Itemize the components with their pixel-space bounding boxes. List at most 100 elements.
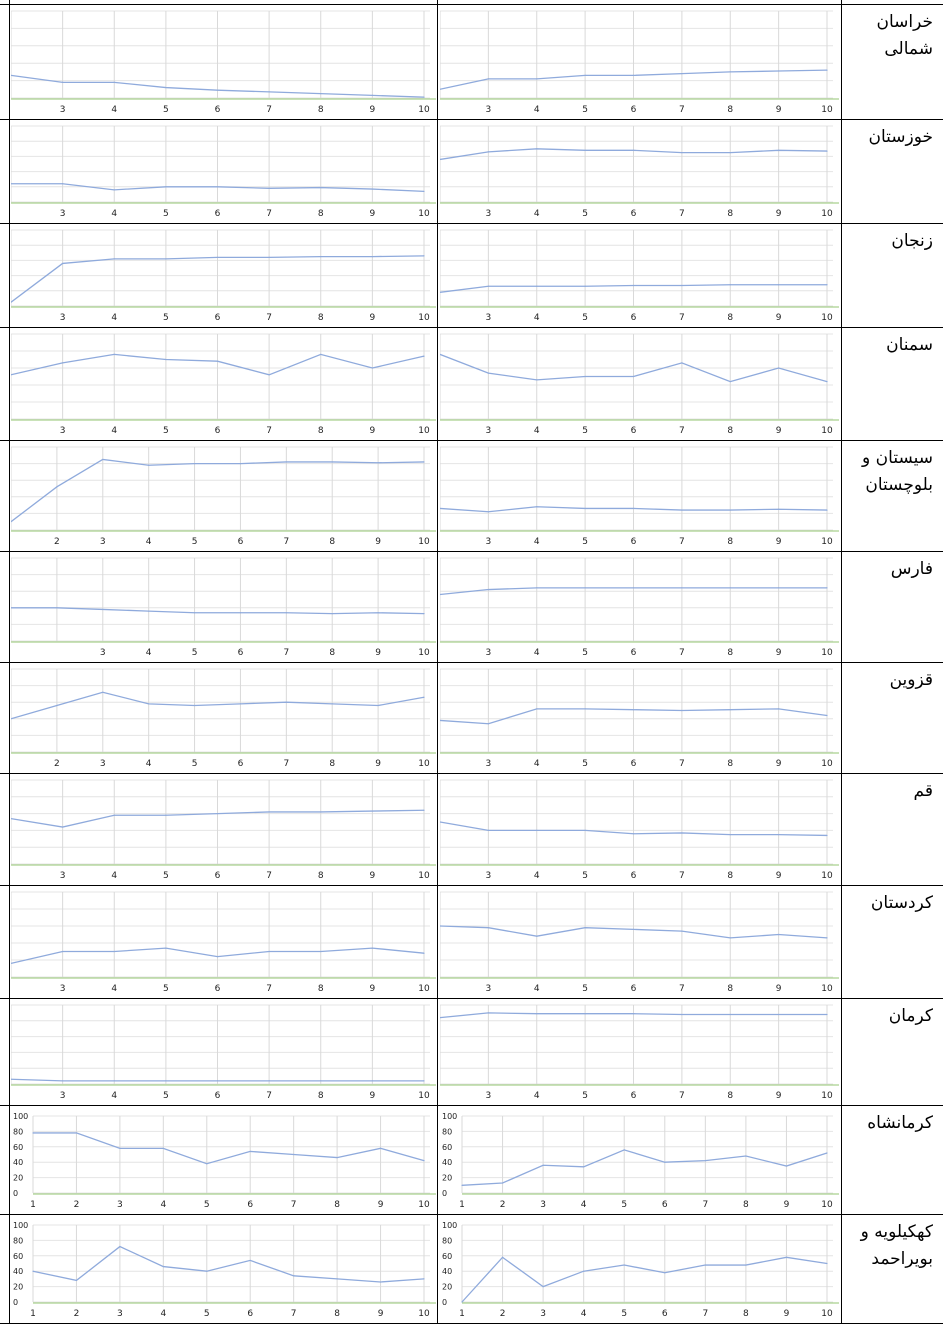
x-tick-label: 3 [60, 984, 66, 994]
data-point [331, 461, 333, 463]
data-point [826, 1262, 828, 1265]
data-point [331, 703, 333, 705]
x-tick-label: 8 [743, 1309, 749, 1319]
data-point [681, 709, 683, 712]
x-tick-label: 5 [582, 209, 588, 219]
province-name: سمنان [886, 335, 933, 355]
data-point [62, 1080, 64, 1082]
data-point [11, 607, 12, 609]
chart-right-row-10: 3 4 5 6 7 8 9 10 [440, 1004, 839, 1101]
x-tick-label: 7 [266, 105, 272, 115]
x-tick-label: 9 [370, 209, 376, 219]
data-point [11, 1078, 12, 1080]
data-point [778, 933, 780, 936]
x-tick-label: 6 [238, 648, 244, 658]
chart-right-row-4: 3 4 5 6 7 8 9 10 [440, 333, 839, 436]
x-tick-label: 10 [418, 871, 430, 881]
data-point [62, 81, 64, 83]
x-tick-label: 7 [266, 209, 272, 219]
data-point [62, 362, 64, 364]
data-point [165, 186, 167, 188]
x-tick-label: 5 [163, 984, 169, 994]
data-point [584, 149, 586, 151]
row-divider [0, 551, 943, 552]
x-tick-label: 8 [743, 1200, 749, 1210]
y-tick-label: 60 [13, 1252, 23, 1261]
province-name: کهکیلویه و بویراحمد [860, 1222, 933, 1269]
x-tick-label: 8 [334, 1309, 340, 1319]
data-point [536, 829, 538, 831]
x-tick-label: 3 [60, 426, 66, 436]
x-tick-label: 9 [370, 871, 376, 881]
series-line [11, 691, 425, 720]
x-tick-label: 8 [727, 871, 733, 881]
series-line [32, 1245, 425, 1283]
y-tick-label: 40 [13, 1158, 23, 1167]
data-point [162, 1265, 164, 1268]
data-point [119, 1147, 121, 1149]
x-tick-label: 3 [60, 313, 66, 323]
data-point [785, 1256, 788, 1258]
y-tick-label: 100 [442, 1112, 457, 1121]
data-point [216, 256, 219, 258]
data-point [165, 258, 167, 260]
x-tick-label: 3 [486, 871, 492, 881]
data-point [826, 69, 828, 71]
data-point [729, 937, 731, 939]
y-tick-label: 80 [442, 1236, 452, 1245]
column-divider [437, 0, 438, 1324]
x-tick-label: 7 [283, 648, 289, 658]
data-point [56, 607, 58, 609]
x-tick-label: 6 [215, 1091, 221, 1101]
data-point [704, 1264, 706, 1266]
data-point [440, 158, 441, 161]
data-point [216, 186, 219, 188]
data-point [320, 93, 322, 95]
x-tick-label: 10 [821, 871, 833, 881]
x-tick-label: 4 [534, 871, 540, 881]
chart-left-row-1: 3 4 5 6 7 8 9 10 [11, 10, 436, 115]
x-tick-label: 7 [291, 1200, 297, 1210]
x-tick-label: 2 [54, 537, 60, 547]
x-tick-label: 10 [821, 984, 833, 994]
data-point [681, 930, 683, 932]
x-tick-label: 10 [821, 426, 833, 436]
data-point [371, 810, 373, 812]
series-line [461, 1149, 828, 1186]
data-point [487, 78, 489, 80]
data-point [632, 709, 635, 711]
x-tick-label: 5 [192, 759, 198, 769]
data-point [536, 587, 538, 589]
data-point [62, 950, 64, 953]
data-point [440, 291, 441, 293]
x-tick-label: 6 [215, 426, 221, 436]
data-point [336, 1156, 338, 1159]
x-tick-label: 4 [111, 105, 117, 115]
data-point [423, 461, 425, 463]
data-point [102, 458, 104, 461]
data-point [320, 186, 322, 189]
chart-left-row-8: 3 4 5 6 7 8 9 10 [11, 779, 436, 881]
data-point [423, 1080, 425, 1082]
data-point [440, 88, 441, 90]
data-point [193, 612, 196, 614]
data-point [423, 952, 425, 954]
x-tick-label: 8 [727, 426, 733, 436]
x-tick-label: 7 [679, 313, 685, 323]
x-tick-label: 9 [776, 1091, 782, 1101]
y-tick-label: 100 [13, 1221, 28, 1230]
x-tick-label: 4 [111, 984, 117, 994]
data-point [11, 74, 12, 76]
x-tick-label: 10 [418, 105, 430, 115]
data-point [681, 284, 683, 287]
x-tick-label: 7 [266, 871, 272, 881]
x-tick-label: 6 [215, 209, 221, 219]
data-point [216, 360, 219, 362]
x-tick-label: 5 [582, 871, 588, 881]
x-tick-label: 7 [702, 1309, 708, 1319]
data-point [778, 834, 780, 836]
row-divider [0, 119, 943, 120]
data-point [113, 258, 115, 260]
x-tick-label: 6 [215, 105, 221, 115]
chart-left-row-6: 3 4 5 6 7 8 9 10 [11, 557, 436, 658]
